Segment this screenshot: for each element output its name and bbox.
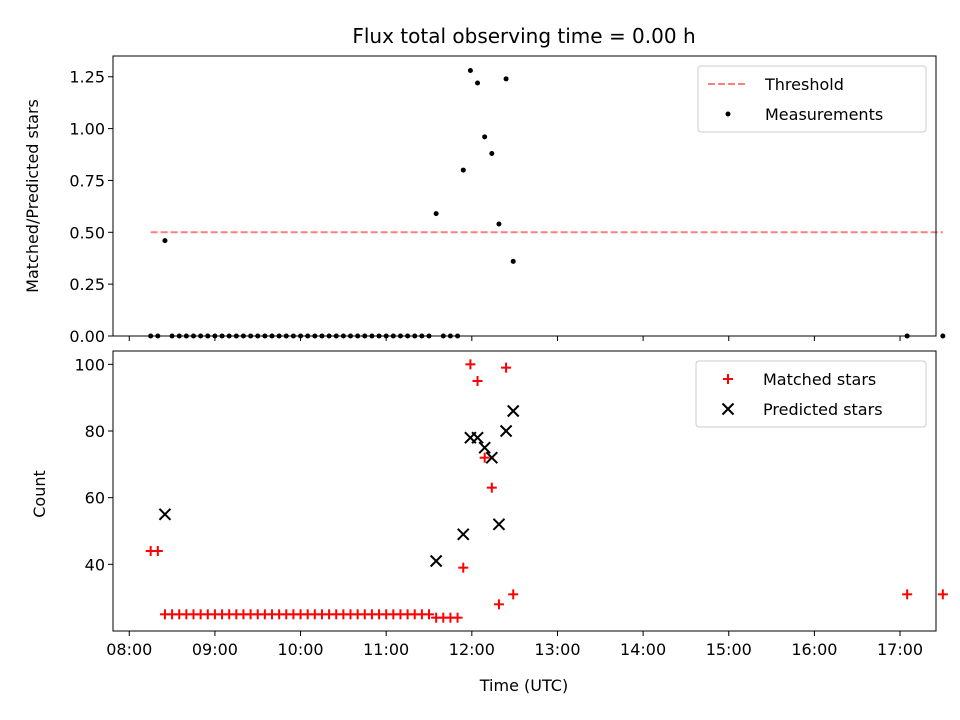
matched-star-point bbox=[501, 362, 512, 373]
x-tick-label: 14:00 bbox=[620, 640, 666, 659]
measurement-point bbox=[460, 167, 466, 173]
predicted-star-point bbox=[492, 518, 506, 531]
top-plot-panel: 0.00 0.25 0.50 0.75 1.00 1.25 Matched/Predict… bbox=[23, 55, 946, 346]
bottom-y-tick-label: 100 bbox=[74, 355, 105, 374]
predicted-star-point bbox=[507, 404, 520, 418]
measurement-point bbox=[940, 333, 946, 339]
predicted-star-point bbox=[429, 554, 443, 568]
predicted-star-point bbox=[471, 431, 484, 444]
matched-star-point bbox=[479, 452, 490, 463]
x-tick-label: 16:00 bbox=[791, 640, 837, 659]
matched-star-point bbox=[508, 589, 519, 600]
top-plot-frame bbox=[112, 55, 937, 337]
matched-star-point bbox=[152, 546, 163, 556]
legend-predicted-label: Predicted stars bbox=[763, 400, 883, 419]
top-chart-title: Flux total observing time = 0.00 h bbox=[352, 24, 695, 48]
predicted-star-point bbox=[478, 441, 491, 454]
matched-star-point bbox=[452, 612, 463, 623]
top-x-axis-ticks bbox=[128, 336, 901, 341]
top-legend: Threshold Measurements bbox=[697, 65, 927, 133]
matched-star-point bbox=[902, 589, 913, 600]
matched-star-point bbox=[472, 376, 483, 386]
top-y-tick-label: 1.25 bbox=[69, 68, 105, 87]
measurement-point bbox=[510, 258, 516, 264]
bottom-x-axis-ticks: 08:00 09:00 10:00 11:00 12:00 13:00 14:00 15:00… bbox=[106, 631, 923, 659]
x-tick-label: 11:00 bbox=[363, 640, 409, 659]
top-y-tick-label: 0.75 bbox=[69, 171, 105, 190]
bottom-plot-frame bbox=[112, 350, 937, 632]
bottom-plot-panel: 40 60 80 100 08:00 09:00 10:00 11:00 12:00 13:00… bbox=[30, 350, 948, 695]
matched-star-point bbox=[486, 482, 497, 493]
top-y-tick-label: 0.00 bbox=[69, 327, 105, 346]
top-y-tick-label: 0.25 bbox=[69, 275, 105, 294]
x-tick-label: 08:00 bbox=[106, 640, 152, 659]
top-y-axis-ticks: 0.00 0.25 0.50 0.75 1.00 1.25 bbox=[69, 68, 113, 346]
bottom-y-axis-ticks: 40 60 80 100 bbox=[74, 355, 113, 574]
legend-predicted-marker bbox=[721, 402, 735, 416]
bottom-legend: Matched stars Predicted stars bbox=[695, 360, 927, 428]
x-tick-label: 10:00 bbox=[277, 640, 323, 659]
bottom-y-axis-label: Count bbox=[30, 470, 49, 518]
predicted-star-point bbox=[485, 451, 499, 464]
top-y-axis-label: Matched/Predicted stars bbox=[23, 99, 42, 293]
bottom-plot-data bbox=[145, 359, 948, 623]
top-y-tick-label: 1.00 bbox=[69, 120, 105, 139]
measurement-point bbox=[482, 134, 488, 140]
measurement-point bbox=[496, 221, 502, 227]
measurement-point bbox=[489, 150, 495, 156]
matched-star-point bbox=[937, 589, 948, 600]
legend-threshold-label: Threshold bbox=[764, 75, 844, 94]
measurement-point bbox=[433, 211, 439, 217]
predicted-star-point bbox=[158, 508, 172, 521]
matched-star-point bbox=[424, 609, 435, 620]
matched-star-point bbox=[458, 562, 469, 573]
x-tick-label: 09:00 bbox=[192, 640, 238, 659]
x-tick-label: 13:00 bbox=[534, 640, 580, 659]
legend-matched-marker bbox=[723, 374, 733, 384]
top-legend-box bbox=[697, 65, 927, 133]
matched-star-point bbox=[465, 359, 476, 370]
measurement-point bbox=[475, 80, 481, 86]
bottom-legend-box bbox=[695, 360, 927, 428]
legend-measurements-label: Measurements bbox=[765, 105, 883, 124]
x-tick-label: 15:00 bbox=[706, 640, 752, 659]
measurement-point bbox=[503, 76, 509, 82]
bottom-y-tick-label: 60 bbox=[85, 489, 105, 508]
predicted-star-point bbox=[457, 528, 470, 541]
predicted-star-point bbox=[499, 424, 513, 438]
legend-measurements-swatch bbox=[725, 111, 731, 117]
measurement-point bbox=[162, 238, 168, 244]
bottom-y-tick-label: 40 bbox=[85, 555, 105, 574]
legend-predicted-swatch bbox=[721, 402, 735, 416]
top-y-tick-label: 0.50 bbox=[69, 223, 105, 242]
matched-star-point bbox=[493, 599, 504, 610]
measurement-point bbox=[467, 68, 473, 74]
bottom-y-tick-label: 80 bbox=[85, 422, 105, 441]
x-tick-label: 17:00 bbox=[877, 640, 923, 659]
x-tick-label: 12:00 bbox=[449, 640, 495, 659]
x-axis-label: Time (UTC) bbox=[479, 676, 568, 695]
legend-matched-label: Matched stars bbox=[763, 370, 876, 389]
legend-matched-swatch bbox=[723, 374, 733, 384]
